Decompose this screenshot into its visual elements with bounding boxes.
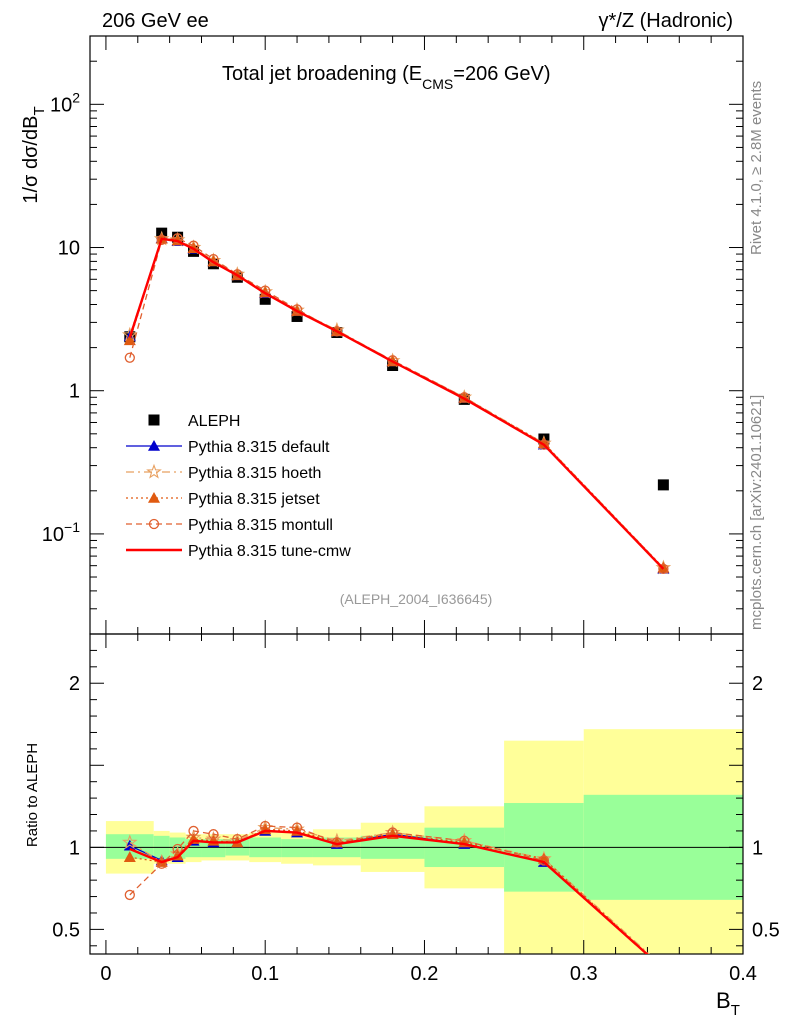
axis-labels: 0 0.1 0.2 0.3 0.4 10−1 1 10 102 0.5 0.5 1 1 2 2 <box>42 89 780 985</box>
legend-label-hoeth: Pythia 8.315 hoeth <box>188 465 321 482</box>
ratio-plot-frame <box>89 633 744 955</box>
legend-marker-montull <box>148 518 160 530</box>
ratio-point-montull <box>124 889 135 901</box>
rivet-version-label: Rivet 4.1.0, ≥ 2.8M events <box>748 81 765 255</box>
ratio-point-jetset <box>657 963 669 974</box>
legend-marker-default <box>148 440 160 451</box>
y-tick-label: 10−1 <box>42 519 80 546</box>
header-left-label: 206 GeV ee <box>102 10 209 32</box>
ratio-y-tick-label-right: 2 <box>752 673 763 695</box>
main-point-montull <box>232 269 243 280</box>
ratio-point-montull <box>232 833 243 845</box>
ratio-line-cmw <box>129 829 649 954</box>
plot-title: Total jet broadening (ECMS=206 GeV) <box>222 63 551 92</box>
main-line-cmw <box>128 237 665 570</box>
ratio-point-default <box>657 963 669 974</box>
main-point-montull <box>172 233 183 244</box>
data-point-aleph <box>291 310 303 322</box>
y-tick-label: 10 <box>58 238 80 260</box>
x-tick-label: 0.3 <box>570 963 598 985</box>
axis-ticks <box>90 35 744 954</box>
main-line-montull <box>129 237 664 570</box>
legend-label-data: ALEPH <box>188 413 240 430</box>
legend-label-montull: Pythia 8.315 montull <box>188 517 333 534</box>
legend-label-jetset: Pythia 8.315 jetset <box>188 491 320 508</box>
ratio-y-axis-label: Ratio to ALEPH <box>24 743 41 847</box>
ratio-point-montull <box>156 858 167 869</box>
ratio-line-montull <box>129 825 649 954</box>
main-series <box>121 227 672 575</box>
legend-label-default: Pythia 8.315 default <box>188 439 330 456</box>
ratio-y-tick-label: 0.5 <box>52 919 80 941</box>
main-point-jetset <box>123 334 136 346</box>
ratio-point-montull <box>188 825 199 837</box>
ratio-point-montull <box>659 964 668 973</box>
main-point-montull <box>331 326 343 337</box>
x-axis-label: BT <box>716 988 740 1019</box>
legend-marker-data <box>148 414 160 426</box>
data-point-aleph <box>259 293 271 305</box>
x-tick-label: 0.2 <box>411 963 439 985</box>
legend: ALEPH Pythia 8.315 default Pythia 8.315 ho… <box>126 413 351 560</box>
band-inner-1 <box>153 835 170 861</box>
ratio-y-tick-label-right: 0.5 <box>752 919 780 941</box>
x-tick-label: 0 <box>100 963 111 985</box>
y-tick-label: 102 <box>50 89 80 116</box>
ratio-series <box>121 819 670 974</box>
main-point-jetset <box>537 437 550 448</box>
band-inner-4 <box>201 839 226 858</box>
legend-marker-hoeth <box>146 463 162 479</box>
ratio-point-hoeth <box>657 961 670 973</box>
main-y-axis-label: 1/σ dσ/dBT <box>20 106 48 203</box>
header-right-label: γ*/Z (Hadronic) <box>599 10 733 32</box>
data-point-aleph <box>657 479 669 491</box>
main-point-montull <box>658 563 669 575</box>
ratio-point-jetset <box>123 851 136 862</box>
main-point-montull <box>124 352 135 363</box>
ratio-y-tick-label-right: 1 <box>752 837 763 859</box>
mcplots-label: mcplots.cern.ch [arXiv:2401.10621] <box>748 395 765 630</box>
legend-label-cmw: Pythia 8.315 tune-cmw <box>188 543 351 560</box>
ratio-y-tick-label: 1 <box>69 837 80 859</box>
ratio-point-montull <box>387 827 398 838</box>
ratio-point-montull <box>172 843 183 855</box>
x-tick-label: 0.4 <box>729 963 757 985</box>
legend-marker-jetset <box>148 492 160 503</box>
ratio-point-montull <box>208 829 219 840</box>
ratio-y-tick-label: 2 <box>69 673 80 695</box>
ratio-point-hoeth <box>121 834 138 849</box>
analysis-watermark: (ALEPH_2004_I636645) <box>340 591 493 607</box>
band-inner-7 <box>281 839 313 858</box>
main-point-montull <box>538 439 550 450</box>
y-tick-label: 1 <box>69 381 80 403</box>
x-tick-label: 0.1 <box>251 963 279 985</box>
